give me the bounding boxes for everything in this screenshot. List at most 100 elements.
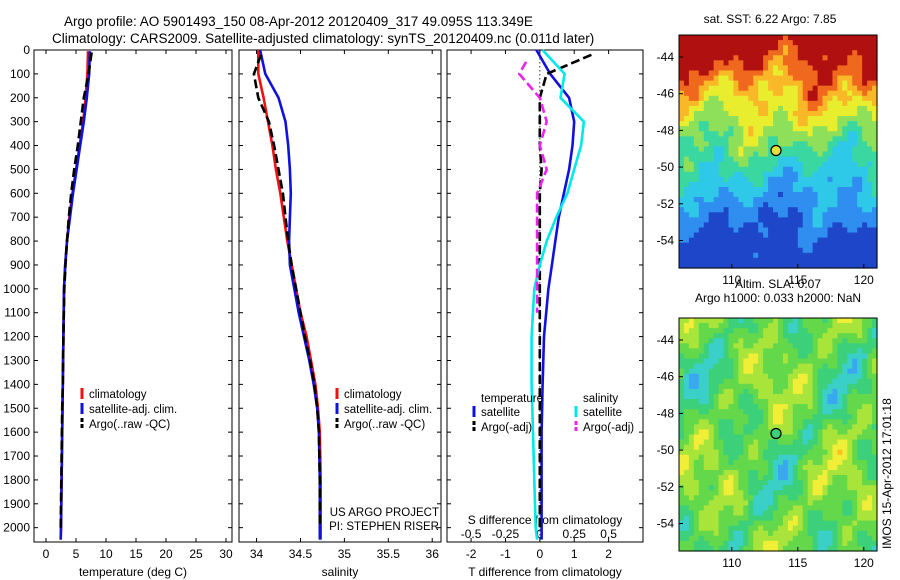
series-line — [517, 61, 548, 313]
y-tick-label: 300 — [10, 115, 30, 129]
argo-location-marker — [770, 144, 782, 157]
y-tick-label: 1000 — [3, 282, 30, 296]
x-axis-label: T difference from climatology — [468, 565, 622, 579]
map-field — [679, 35, 878, 269]
lat-tick-label: -54 — [657, 516, 675, 530]
y-tick-label: 900 — [10, 258, 30, 272]
lat-tick-label: -48 — [657, 406, 675, 420]
series-line — [538, 53, 592, 528]
lat-tick-label: -44 — [657, 333, 675, 347]
s-diff-axis-label: S difference from climatology — [468, 513, 623, 527]
y-tick-label: 1200 — [3, 330, 30, 344]
y-tick-label: 200 — [10, 91, 30, 105]
x-tick-label: 1 — [571, 547, 578, 561]
y-tick-label: 400 — [10, 139, 30, 153]
legend-entry: satellite — [583, 407, 622, 419]
plot-frame — [238, 49, 442, 543]
argo-location-marker — [770, 427, 782, 440]
x-axis-label: salinity — [322, 565, 359, 579]
x-axis-label: temperature (deg C) — [79, 565, 187, 579]
x-tick-label: 0 — [43, 547, 50, 561]
lat-tick-label: -52 — [657, 480, 675, 494]
legend-group-salinity: salinity — [583, 393, 618, 405]
y-tick-label: 1600 — [3, 425, 30, 439]
legend-entry: satellite-adj. clim. — [89, 404, 177, 416]
s-diff-tick-label: 0 — [536, 527, 543, 541]
y-tick-label: 700 — [10, 210, 30, 224]
y-tick-label: 800 — [10, 234, 30, 248]
lon-tick-label: 115 — [788, 556, 807, 570]
project-annotation: PI: STEPHEN RISER — [329, 521, 439, 533]
y-tick-label: 1400 — [3, 377, 30, 391]
y-tick-label: 600 — [10, 186, 30, 200]
profile-panel-salinity: 34 34.5 35 35.5 36 salinity climatology satelli… — [238, 49, 442, 579]
y-tick-label: 2000 — [3, 521, 30, 535]
series-line — [530, 49, 586, 540]
lat-tick-label: -54 — [657, 233, 675, 247]
s-diff-tick-label: 0.5 — [600, 527, 617, 541]
x-tick-label: 35.5 — [377, 547, 401, 561]
map-title: sat. SST: 6.22 Argo: 7.85 — [704, 12, 837, 26]
y-tick-label: 1500 — [3, 401, 30, 415]
y-tick-label: 1900 — [3, 497, 30, 511]
s-diff-tick-label: -0.5 — [461, 527, 482, 541]
x-tick-label: 5 — [73, 547, 80, 561]
map-panel-sla-map: -44 -46 -48 -50 -52 -54 110 115 120 Argo h1000: 0… — [657, 277, 894, 570]
profile-panel-temperature: 0100200300400500600700800900100011001200… — [3, 43, 233, 579]
legend-entry: Argo(-adj) — [583, 422, 634, 434]
y-tick-label: 1300 — [3, 353, 30, 367]
y-tick-label: 1800 — [3, 473, 30, 487]
x-tick-label: -1 — [500, 547, 511, 561]
project-annotation: US ARGO PROJECT — [330, 507, 439, 519]
y-tick-label: 0 — [23, 43, 30, 57]
lon-tick-label: 110 — [722, 556, 741, 570]
x-tick-label: 34 — [250, 547, 264, 561]
x-tick-label: 36 — [426, 547, 440, 561]
lat-tick-label: -50 — [657, 160, 675, 174]
s-diff-tick-label: 0.25 — [563, 527, 587, 541]
legend-entry: Argo(..raw -QC) — [344, 419, 425, 431]
profile-panel-difference: -2 -1 0 1 2 T difference from climatology -0.5… — [446, 49, 644, 579]
y-tick-label: 100 — [10, 67, 30, 81]
y-tick-label: 1100 — [4, 306, 30, 320]
legend-entry: Argo(..raw -QC) — [89, 419, 170, 431]
plot-frame — [33, 49, 233, 543]
legend-entry: satellite — [481, 407, 520, 419]
lat-tick-label: -46 — [657, 370, 675, 384]
y-tick-label: 1700 — [3, 449, 30, 463]
header-line-2: Climatology: CARS2009. Satellite-adjuste… — [52, 31, 594, 46]
legend-entry: satellite-adj. clim. — [344, 404, 432, 416]
legend-entry: Argo(-adj) — [481, 422, 532, 434]
legend-entry: climatology — [344, 389, 402, 401]
legend-group-temperature: temperature — [481, 393, 543, 405]
lat-tick-label: -52 — [657, 197, 675, 211]
lat-tick-label: -44 — [657, 50, 675, 64]
series-line — [252, 54, 322, 528]
series-line — [59, 52, 93, 528]
lon-tick-label: 115 — [788, 273, 807, 287]
x-tick-label: 34.5 — [289, 547, 313, 561]
x-tick-label: 10 — [99, 547, 113, 561]
y-tick-label: 500 — [10, 162, 30, 176]
map-panel-sst-map: -44 -46 -48 -50 -52 -54 110 115 120 sat. SST: 6.2… — [657, 12, 878, 287]
x-tick-label: 25 — [189, 547, 203, 561]
x-tick-label: 15 — [129, 547, 143, 561]
series-line — [535, 49, 576, 540]
x-tick-label: -2 — [466, 547, 477, 561]
map-frame — [678, 317, 878, 552]
imos-timestamp: IMOS 15-Apr-2012 17:01:18 — [880, 398, 894, 549]
lon-tick-label: 120 — [854, 273, 874, 287]
x-tick-label: 2 — [605, 547, 612, 561]
legend-entry: climatology — [89, 389, 147, 401]
x-tick-label: 35 — [338, 547, 352, 561]
map-title: Altim. SLA: 0.07 — [735, 277, 821, 291]
x-tick-label: 0 — [536, 547, 543, 561]
x-tick-label: 30 — [219, 547, 233, 561]
s-diff-tick-label: -0.25 — [492, 527, 520, 541]
lat-tick-label: -48 — [657, 123, 675, 137]
map-subtitle: Argo h1000: 0.033 h2000: NaN — [695, 291, 861, 305]
lon-tick-label: 110 — [722, 273, 741, 287]
x-tick-label: 20 — [159, 547, 173, 561]
lat-tick-label: -46 — [657, 87, 675, 101]
